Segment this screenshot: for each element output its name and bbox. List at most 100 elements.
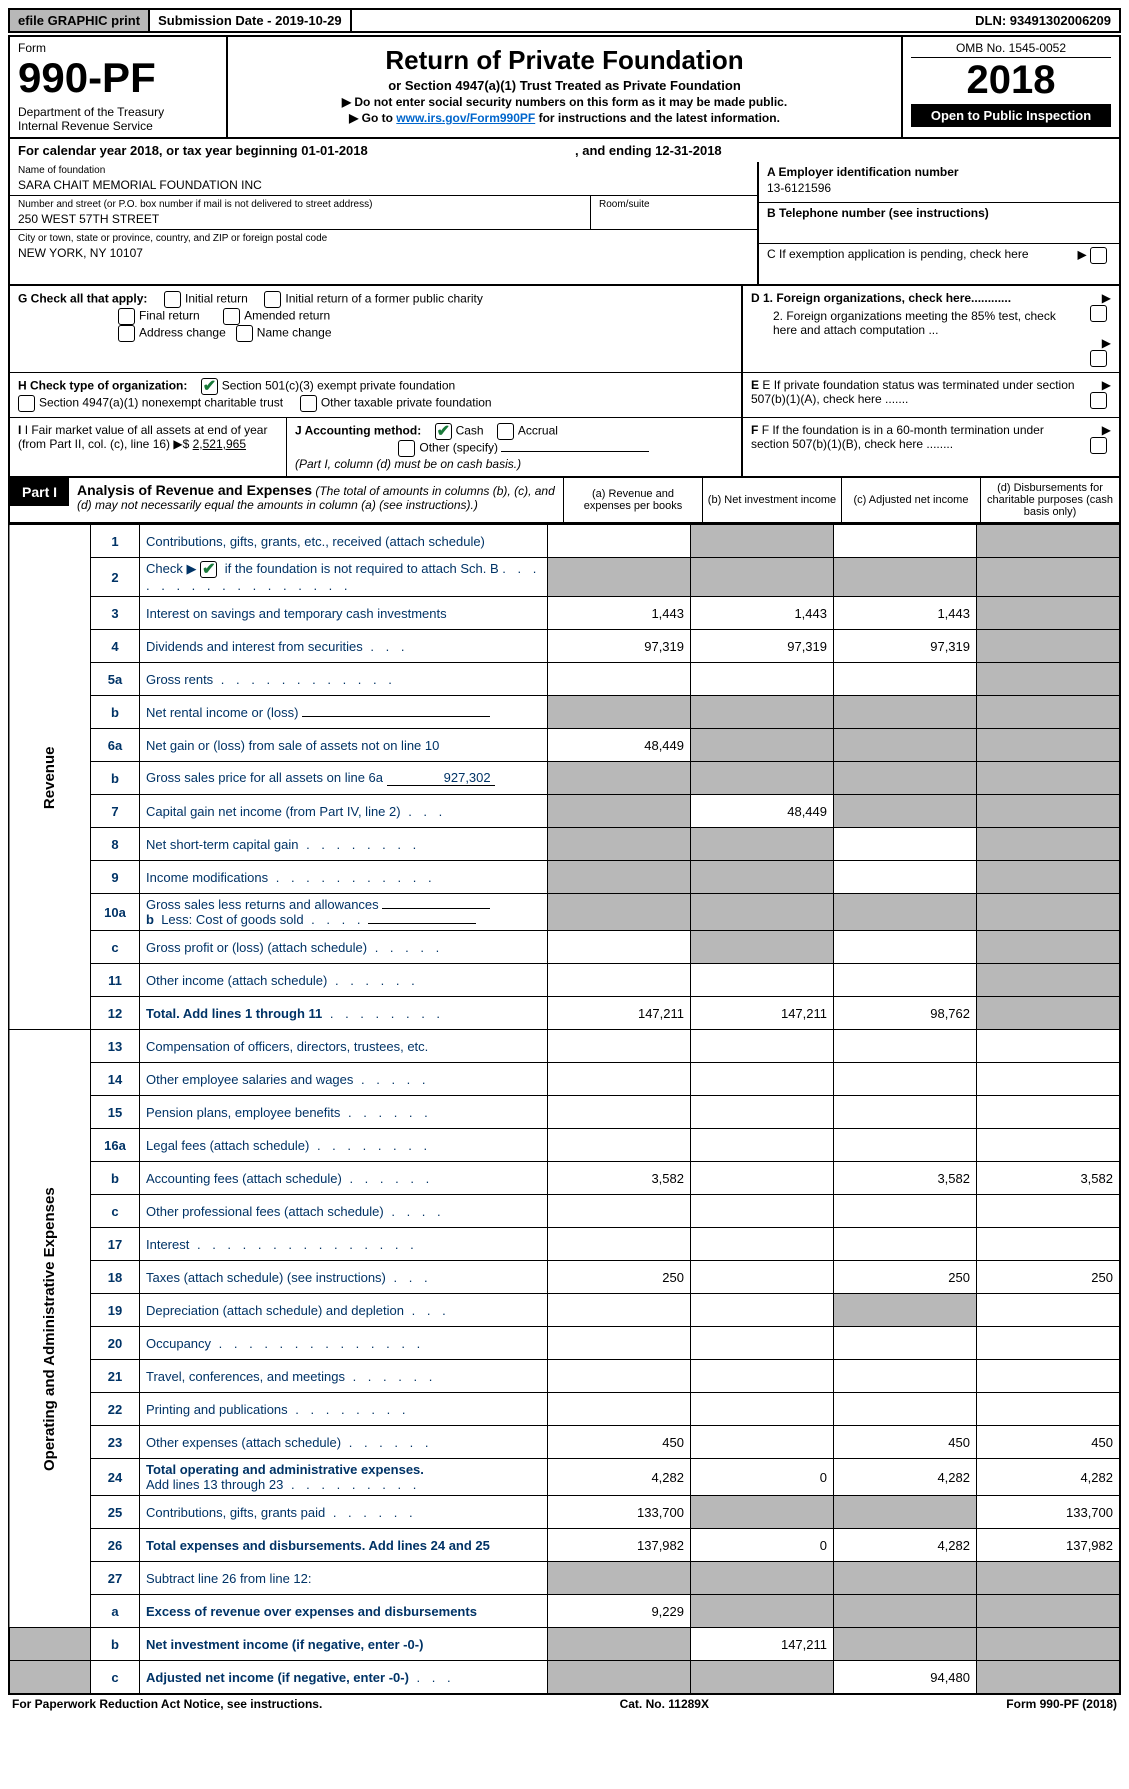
- ein-label: A Employer identification number: [767, 165, 1111, 179]
- form-subtitle: or Section 4947(a)(1) Trust Treated as P…: [234, 78, 895, 93]
- h-501c3-label: Section 501(c)(3) exempt private foundat…: [222, 379, 455, 393]
- f-checkbox[interactable]: [1090, 437, 1107, 454]
- name-label: Name of foundation: [18, 165, 749, 176]
- d1-label: D 1. Foreign organizations, check here..…: [751, 291, 1011, 305]
- j-cash-label: Cash: [456, 424, 484, 438]
- foundation-info: Name of foundation SARA CHAIT MEMORIAL F…: [8, 162, 1121, 286]
- tax-year: 2018: [911, 58, 1111, 102]
- line-2-checkbox[interactable]: [200, 561, 217, 578]
- val-23a: 450: [548, 1426, 691, 1459]
- final-return-label: Final return: [139, 309, 200, 323]
- line-17-desc: Interest . . . . . . . . . . . . . . .: [140, 1228, 548, 1261]
- line-27-desc: Subtract line 26 from line 12:: [140, 1562, 548, 1595]
- line-3-desc: Interest on savings and temporary cash i…: [140, 597, 548, 630]
- line-20-desc: Occupancy . . . . . . . . . . . . . .: [140, 1327, 548, 1360]
- e-checkbox[interactable]: [1090, 392, 1107, 409]
- val-16bc: 3,582: [834, 1162, 977, 1195]
- line-8-desc: Net short-term capital gain . . . . . . …: [140, 828, 548, 861]
- col-c-head: (c) Adjusted net income: [841, 478, 980, 522]
- col-a-head: (a) Revenue and expenses per books: [563, 478, 702, 522]
- val-23c: 450: [834, 1426, 977, 1459]
- page-footer: For Paperwork Reduction Act Notice, see …: [8, 1695, 1121, 1713]
- line-23-desc: Other expenses (attach schedule) . . . .…: [140, 1426, 548, 1459]
- revenue-vlabel: Revenue: [9, 525, 91, 1030]
- val-18c: 250: [834, 1261, 977, 1294]
- footer-right: Form 990-PF (2018): [1006, 1697, 1117, 1711]
- f-label: F If the foundation is in a 60-month ter…: [751, 423, 1044, 451]
- cal-mid: , and ending: [575, 143, 655, 158]
- line-16b-desc: Accounting fees (attach schedule) . . . …: [140, 1162, 548, 1195]
- h-4947-checkbox[interactable]: [18, 395, 35, 412]
- foundation-address: 250 WEST 57TH STREET: [18, 210, 582, 226]
- line-1-desc: Contributions, gifts, grants, etc., rece…: [140, 525, 548, 558]
- analysis-table: Revenue 1 Contributions, gifts, grants, …: [8, 524, 1121, 1695]
- val-27bb: 147,211: [691, 1628, 834, 1661]
- val-27cc: 94,480: [834, 1661, 977, 1695]
- j-cash-checkbox[interactable]: [435, 423, 452, 440]
- foundation-city: NEW YORK, NY 10107: [18, 244, 749, 260]
- part1-badge: Part I: [10, 478, 69, 506]
- form-label: Form: [18, 41, 218, 55]
- h-label: H Check type of organization:: [18, 379, 187, 393]
- line-4-desc: Dividends and interest from securities .…: [140, 630, 548, 663]
- val-6aa: 48,449: [548, 729, 691, 762]
- part1-title: Analysis of Revenue and Expenses: [77, 482, 312, 498]
- val-26c: 4,282: [834, 1529, 977, 1562]
- addr-label: Number and street (or P.O. box number if…: [18, 199, 582, 210]
- val-16bd: 3,582: [977, 1162, 1121, 1195]
- initial-return-checkbox[interactable]: [164, 291, 181, 308]
- col-d-head: (d) Disbursements for charitable purpose…: [980, 478, 1119, 522]
- h-row: H Check type of organization: Section 50…: [10, 373, 741, 417]
- j-other-checkbox[interactable]: [398, 440, 415, 457]
- val-3c: 1,443: [834, 597, 977, 630]
- g-label: G Check all that apply:: [18, 292, 147, 306]
- irs-link[interactable]: www.irs.gov/Form990PF: [396, 111, 535, 125]
- c-checkbox[interactable]: [1090, 247, 1107, 264]
- j-accrual-label: Accrual: [518, 424, 558, 438]
- val-26a: 137,982: [548, 1529, 691, 1562]
- val-24d: 4,282: [977, 1459, 1121, 1496]
- exemption-pending-cell: C If exemption application is pending, c…: [759, 244, 1119, 284]
- ein-cell: A Employer identification number 13-6121…: [759, 162, 1119, 203]
- h-501c3-checkbox[interactable]: [201, 378, 218, 395]
- check-section: G Check all that apply: Initial return I…: [8, 286, 1121, 478]
- part1-title-cell: Analysis of Revenue and Expenses (The to…: [69, 478, 563, 522]
- top-bar: efile GRAPHIC print Submission Date - 20…: [8, 8, 1121, 33]
- val-6b: 927,302: [387, 770, 495, 786]
- val-7b: 48,449: [691, 795, 834, 828]
- line-13-desc: Compensation of officers, directors, tru…: [140, 1030, 548, 1063]
- val-4b: 97,319: [691, 630, 834, 663]
- efile-label: efile GRAPHIC print: [10, 10, 150, 31]
- initial-former-label: Initial return of a former public charit…: [285, 292, 482, 306]
- form-header: Form 990-PF Department of the Treasury I…: [8, 35, 1121, 139]
- name-change-checkbox[interactable]: [236, 325, 253, 342]
- line-11-desc: Other income (attach schedule) . . . . .…: [140, 964, 548, 997]
- foundation-name-cell: Name of foundation SARA CHAIT MEMORIAL F…: [10, 162, 757, 196]
- phone-cell: B Telephone number (see instructions): [759, 203, 1119, 244]
- header-right: OMB No. 1545-0052 2018 Open to Public In…: [903, 37, 1119, 137]
- line-5b-desc: Net rental income or (loss): [140, 696, 548, 729]
- h-other-label: Other taxable private foundation: [321, 396, 492, 410]
- line-10c-desc: Gross profit or (loss) (attach schedule)…: [140, 931, 548, 964]
- d2-checkbox[interactable]: [1090, 350, 1107, 367]
- h-other-checkbox[interactable]: [300, 395, 317, 412]
- j-accrual-checkbox[interactable]: [497, 423, 514, 440]
- line-27a-desc: Excess of revenue over expenses and disb…: [140, 1595, 548, 1628]
- form-number: 990-PF: [18, 57, 218, 99]
- c-label: C If exemption application is pending, c…: [767, 247, 1077, 281]
- amended-return-label: Amended return: [244, 309, 330, 323]
- line-14-desc: Other employee salaries and wages . . . …: [140, 1063, 548, 1096]
- initial-return-label: Initial return: [185, 292, 248, 306]
- room-suite-cell: Room/suite: [591, 196, 757, 229]
- d1-checkbox[interactable]: [1090, 305, 1107, 322]
- d2-label: 2. Foreign organizations meeting the 85%…: [751, 309, 1079, 337]
- line-22-desc: Printing and publications . . . . . . . …: [140, 1393, 548, 1426]
- initial-former-checkbox[interactable]: [264, 291, 281, 308]
- address-change-checkbox[interactable]: [118, 325, 135, 342]
- val-26d: 137,982: [977, 1529, 1121, 1562]
- amended-return-checkbox[interactable]: [223, 308, 240, 325]
- final-return-checkbox[interactable]: [118, 308, 135, 325]
- header-left: Form 990-PF Department of the Treasury I…: [10, 37, 228, 137]
- dept-2: Internal Revenue Service: [18, 119, 218, 133]
- form-title: Return of Private Foundation: [234, 45, 895, 76]
